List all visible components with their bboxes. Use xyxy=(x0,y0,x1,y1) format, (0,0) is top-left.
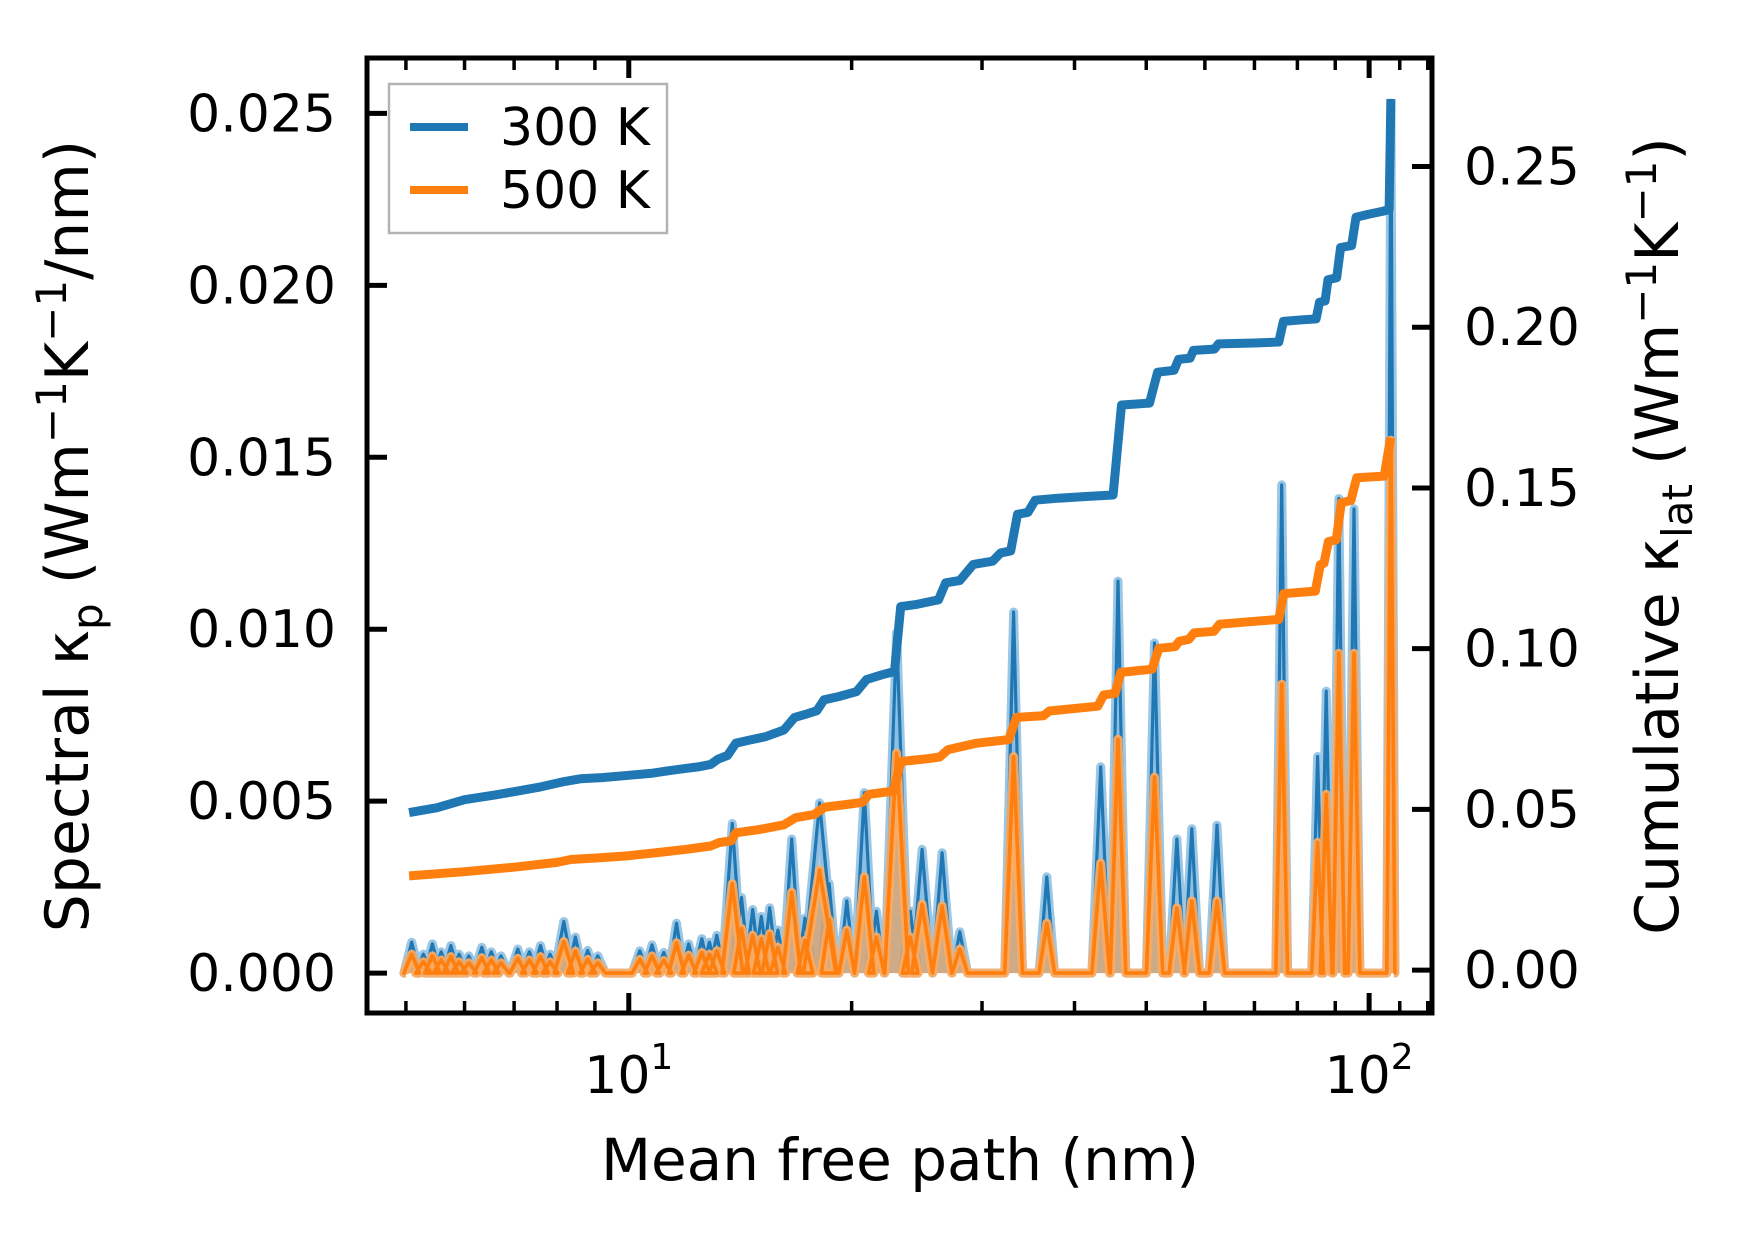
axis-label-text: Cumulative κlat (Wm−1K−1) xyxy=(1617,137,1702,935)
tick-layer xyxy=(367,58,1432,1013)
x-tick-label: 102 xyxy=(1325,1037,1414,1106)
y-right-tick-label: 0.05 xyxy=(1464,780,1580,840)
y-right-tick-label: 0.20 xyxy=(1464,298,1580,358)
plot-border xyxy=(364,55,1435,1016)
y-axis-label-right: Cumulative κlat (Wm−1K−1) xyxy=(1617,137,1702,935)
x-axis-label: Mean free path (nm) xyxy=(601,1126,1199,1194)
y-left-tick-label: 0.005 xyxy=(187,772,336,832)
spectral-500k-line xyxy=(402,438,1397,975)
y-left-tick-label: 0.015 xyxy=(187,428,336,488)
x-tick-label: 101 xyxy=(584,1037,673,1106)
cumulative-300k-line xyxy=(408,98,1396,818)
y-left-tick-label: 0.010 xyxy=(187,600,336,660)
legend-label-300k: 300 K xyxy=(500,98,652,158)
y-left-tick-label: 0.020 xyxy=(187,256,336,316)
y-right-tick-label: 0.00 xyxy=(1464,941,1580,1001)
y-right-tick-label: 0.15 xyxy=(1464,459,1580,519)
legend-box xyxy=(387,82,669,235)
legend-label-500k: 500 K xyxy=(500,161,652,221)
cumulative-500k-line xyxy=(408,437,1396,881)
y-axis-label-left: Spectral κp (Wm−1K−1/nm) xyxy=(27,140,112,932)
axis-label-text: Spectral κp (Wm−1K−1/nm) xyxy=(27,140,112,932)
y-left-tick-label: 0.000 xyxy=(187,944,336,1004)
series-layer xyxy=(399,98,1400,978)
legend: 300 K 500 K xyxy=(387,82,669,235)
y-right-tick-label: 0.25 xyxy=(1464,138,1580,198)
y-left-tick-label: 0.025 xyxy=(187,84,336,144)
tick-label-layer: 0.000 0.005 0.010 0.015 0.020 0.025 0.00 0.05 0.… xyxy=(187,84,1580,1106)
y-right-tick-label: 0.10 xyxy=(1464,620,1580,680)
